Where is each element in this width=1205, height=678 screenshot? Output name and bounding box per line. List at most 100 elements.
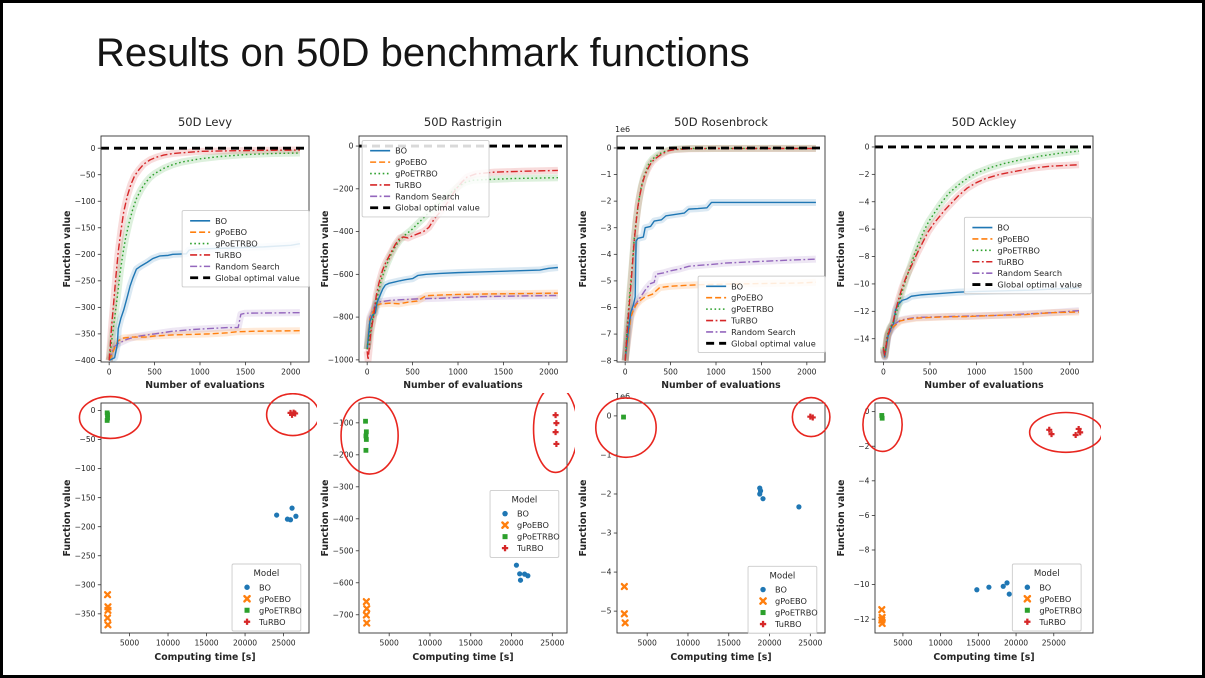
svg-text:Random Search: Random Search <box>731 327 796 337</box>
chart-50d-levy-computing-time: 5000 10000 15000 20000 25000 0 −50 −100 −150 −200… <box>62 393 317 663</box>
svg-text:0: 0 <box>91 144 96 153</box>
svg-text:−100: −100 <box>75 464 96 473</box>
chart-title: 50D Rosenbrock <box>674 115 768 129</box>
svg-text:−2: −2 <box>858 170 869 179</box>
axes-levy-convergence: 0 500 1000 1500 2000 0 −50 −100 −150 −200 −250 −300… <box>62 115 301 391</box>
y-axis-label: Function value <box>320 480 331 557</box>
svg-text:BO: BO <box>259 582 271 592</box>
svg-text:−800: −800 <box>333 313 354 322</box>
series-ackley-convergence <box>875 145 1093 361</box>
y-axis-label: Function value <box>62 211 73 288</box>
svg-text:Global optimal value: Global optimal value <box>215 273 300 283</box>
svg-text:1500: 1500 <box>1013 368 1032 377</box>
svg-text:−14: −14 <box>853 334 869 343</box>
y-axis-label: Function value <box>578 480 589 557</box>
svg-text:10000: 10000 <box>676 639 700 648</box>
svg-text:TuRBO: TuRBO <box>730 316 758 326</box>
svg-text:gPoEBO: gPoEBO <box>215 227 247 237</box>
svg-text:Model: Model <box>1034 569 1060 579</box>
svg-text:TuRBO: TuRBO <box>394 180 422 190</box>
svg-text:10000: 10000 <box>418 639 442 648</box>
svg-text:−700: −700 <box>333 610 354 619</box>
x-axis-label: Number of evaluations <box>661 380 781 391</box>
svg-text:TuRBO: TuRBO <box>1038 617 1066 627</box>
axes-levy-time: 5000 10000 15000 20000 25000 0 −50 −100 −150 −200… <box>62 406 296 663</box>
series-rastrigin-time <box>362 412 560 627</box>
svg-text:TuRBO: TuRBO <box>774 619 802 629</box>
axes-rastrigin-time: 5000 10000 15000 20000 25000−100−200−300−400… <box>320 418 565 663</box>
svg-text:5000: 5000 <box>638 639 657 648</box>
svg-text:−350: −350 <box>75 329 96 338</box>
svg-text:−200: −200 <box>333 184 354 193</box>
series-levy-convergence <box>101 146 309 362</box>
svg-text:BO: BO <box>395 146 407 156</box>
svg-text:20000: 20000 <box>757 639 781 648</box>
svg-text:500: 500 <box>147 368 162 377</box>
svg-text:BO: BO <box>997 223 1009 233</box>
annotation-ellipse <box>791 396 831 438</box>
svg-text:−400: −400 <box>333 514 354 523</box>
svg-text:2000: 2000 <box>281 368 300 377</box>
svg-text:2000: 2000 <box>539 368 558 377</box>
svg-text:Model: Model <box>770 571 796 581</box>
svg-text:−7: −7 <box>600 330 611 339</box>
y-axis-label: Function value <box>836 480 847 557</box>
axes-ackley-time: 5000 10000 15000 20000 25000 0 −2 −4 −6 −8 −10 −12 C… <box>836 407 1066 663</box>
svg-text:Model: Model <box>254 569 280 579</box>
plot-frame <box>874 402 1094 634</box>
svg-text:2000: 2000 <box>797 368 816 377</box>
svg-text:−250: −250 <box>75 276 96 285</box>
chart-title: 50D Levy <box>178 115 232 129</box>
svg-text:−100: −100 <box>75 197 96 206</box>
svg-text:−50: −50 <box>79 170 95 179</box>
annotation-ellipse <box>265 393 317 437</box>
svg-text:Global optimal value: Global optimal value <box>731 338 816 348</box>
svg-text:BO: BO <box>1039 582 1051 592</box>
svg-text:gPoEBO: gPoEBO <box>395 157 427 167</box>
chart-50d-levy-convergence: 0 500 1000 1500 2000 0 −50 −100 −150 −200 −250 −300… <box>62 115 310 391</box>
svg-text:0: 0 <box>91 406 96 415</box>
x-axis-label: Number of evaluations <box>924 380 1044 391</box>
svg-text:0: 0 <box>865 143 870 152</box>
svg-text:25000: 25000 <box>798 639 822 648</box>
plot-frame <box>616 135 826 363</box>
svg-text:20000: 20000 <box>499 639 523 648</box>
svg-text:−600: −600 <box>333 270 354 279</box>
svg-text:15000: 15000 <box>717 639 741 648</box>
svg-text:0: 0 <box>107 368 112 377</box>
svg-text:Random Search: Random Search <box>395 191 460 201</box>
svg-text:−4: −4 <box>858 476 869 485</box>
svg-text:gPoETRBO: gPoETRBO <box>215 239 258 249</box>
svg-text:gPoEBO: gPoEBO <box>997 234 1029 244</box>
svg-text:10000: 10000 <box>156 639 180 648</box>
chart-50d-ackley-convergence: 0 500 1000 1500 2000 0 −2 −4 −6 −8 −10 −12 −14 50D Ac… <box>836 115 1094 391</box>
svg-text:TuRBO: TuRBO <box>214 250 242 260</box>
axes-ackley-convergence: 0 500 1000 1500 2000 0 −2 −4 −6 −8 −10 −12 −14 50D Ac… <box>836 115 1080 391</box>
svg-text:Random Search: Random Search <box>215 261 280 271</box>
svg-text:5000: 5000 <box>893 639 912 648</box>
svg-text:Global optimal value: Global optimal value <box>395 203 480 213</box>
chart-50d-rosenbrock-computing-time: 5000 10000 15000 20000 25000 0 −1 −2 −3 −4 −5 1e6 Co… <box>578 393 831 663</box>
svg-text:−2: −2 <box>600 197 611 206</box>
annotation-ellipse <box>1028 411 1101 454</box>
svg-text:−1000: −1000 <box>328 355 354 364</box>
plot-frame <box>874 135 1094 363</box>
series-ackley-time <box>878 413 1084 628</box>
svg-text:Random Search: Random Search <box>997 268 1062 278</box>
svg-text:−12: −12 <box>853 615 869 624</box>
svg-text:−300: −300 <box>75 303 96 312</box>
svg-text:500: 500 <box>405 368 420 377</box>
svg-text:−200: −200 <box>333 450 354 459</box>
axes-rastrigin-convergence: 0 500 1000 1500 2000 0 −200 −400 −600 −800 −1000 50… <box>320 115 559 391</box>
y-axis-label: Function value <box>836 211 847 288</box>
svg-text:5000: 5000 <box>380 639 399 648</box>
svg-text:10000: 10000 <box>929 639 953 648</box>
svg-text:1000: 1000 <box>448 368 467 377</box>
svg-text:−5: −5 <box>600 607 611 616</box>
svg-text:−8: −8 <box>600 356 611 365</box>
plot-frame <box>100 402 310 634</box>
svg-text:gPoETRBO: gPoETRBO <box>259 605 302 615</box>
